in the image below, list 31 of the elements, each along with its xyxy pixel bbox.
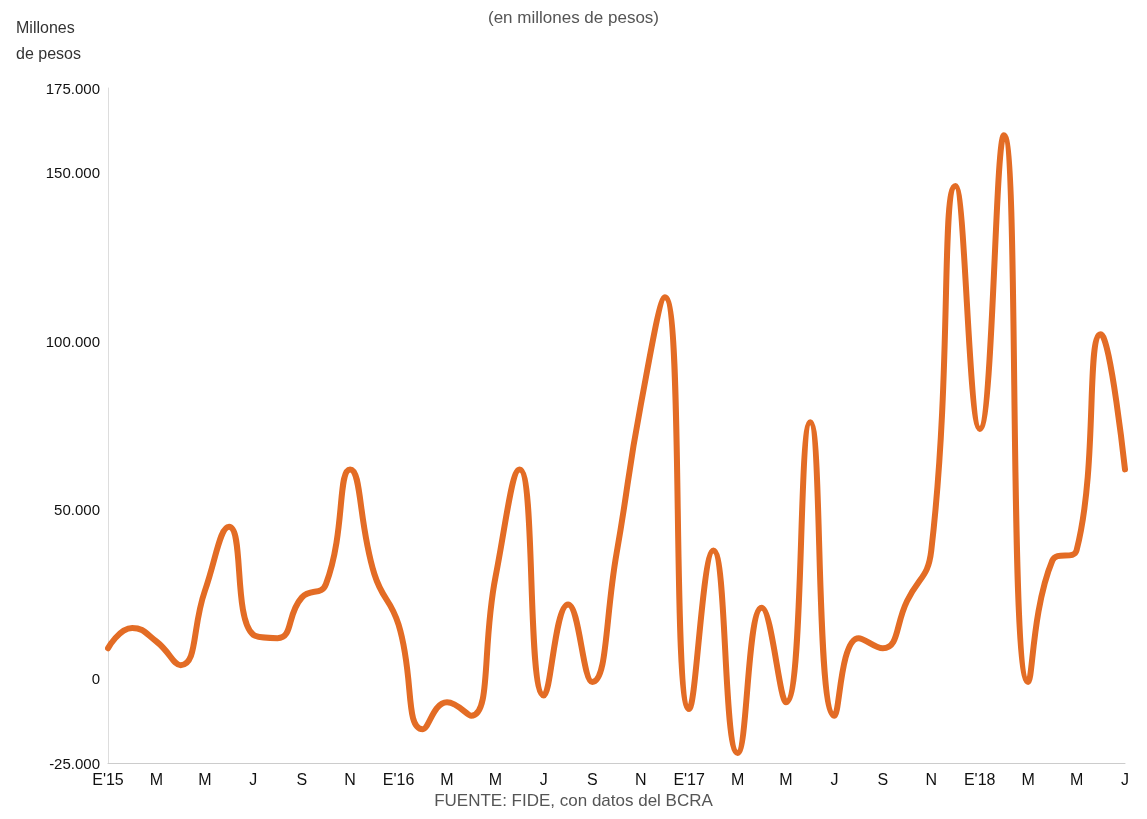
- x-tick-label: S: [586, 770, 598, 788]
- x-tick-label: N: [634, 770, 647, 788]
- y-tick-label: 100.000: [45, 332, 100, 350]
- source-note: FUENTE: FIDE, con datos del BCRA: [434, 791, 714, 810]
- x-tick-label: M: [149, 770, 164, 788]
- x-tick-label: M: [198, 770, 212, 788]
- x-tick-label: M: [1069, 770, 1084, 788]
- y-axis-title: Millones de pesos: [16, 18, 81, 62]
- y-tick-label: 0: [91, 670, 100, 688]
- x-tick-label: J: [1121, 770, 1129, 788]
- x-tick-label: M: [730, 770, 745, 788]
- y-tick-label: 50.000: [54, 501, 100, 519]
- x-tick-label: J: [539, 770, 548, 788]
- x-tick-label: N: [344, 770, 356, 788]
- x-tick-label: M: [779, 770, 793, 788]
- x-tick-label: E'17: [673, 770, 705, 788]
- x-tick-label: M: [488, 770, 503, 788]
- x-tick-label: M: [1021, 770, 1035, 788]
- x-tick-label: M: [440, 770, 454, 788]
- x-tick-label: S: [296, 770, 308, 788]
- x-tick-label: E'16: [382, 770, 415, 788]
- x-tick-label: S: [877, 770, 889, 788]
- y-tick-label: 175.000: [45, 79, 100, 97]
- x-tick-label: E'18: [963, 770, 996, 788]
- x-tick-label: J: [830, 770, 839, 788]
- y-tick-label: -25.000: [49, 754, 100, 772]
- x-tick-label: N: [925, 770, 938, 788]
- chart-subtitle: (en millones de pesos): [487, 8, 660, 27]
- y-tick-label: 150.000: [45, 163, 100, 181]
- x-tick-label: E'15: [92, 770, 124, 788]
- x-tick-label: J: [249, 770, 258, 788]
